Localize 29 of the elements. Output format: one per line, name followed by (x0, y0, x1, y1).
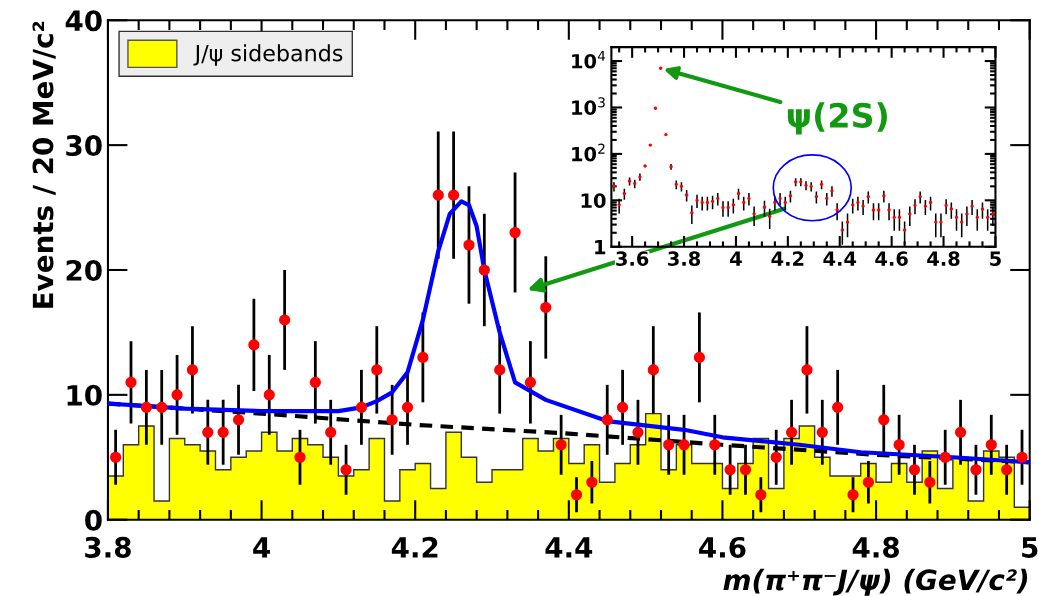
x-tick-label: 3.8 (668, 251, 701, 266)
x-tick-label: 4.2 (771, 251, 804, 266)
x-tick-label: 5 (1022, 537, 1038, 558)
y-tick-label: 10$^{3}$ (572, 97, 605, 115)
y-tick-label: 10$^{2}$ (572, 143, 605, 162)
x-tick-label: 3.6 (616, 251, 649, 266)
y-tick-label: 30 (66, 135, 102, 157)
x-tick-label: 4.8 (852, 536, 899, 558)
x-tick-label: 4.4 (823, 251, 857, 266)
y-tick-label: 10 (67, 384, 102, 406)
x-tick-label: 4.4 (545, 537, 593, 558)
x-tick-label: 4 (730, 251, 742, 266)
y-tick-label: 1 (595, 239, 606, 255)
y-tick-label: 0 (85, 509, 102, 531)
annotation: ψ(2S) (787, 102, 887, 135)
x-tick-label: 4.2 (391, 536, 438, 558)
y-tick-label: 10$^{4}$ (572, 50, 606, 69)
y-tick-label: 40 (65, 10, 102, 32)
y-tick-label: 10 (581, 193, 606, 208)
x-tick-label: 4.6 (699, 536, 746, 558)
x-tick-label: 5 (990, 251, 1001, 266)
x-tick-label: 4 (253, 537, 270, 558)
legend-label: J/ψ sidebands (193, 44, 343, 66)
x-axis-title: m(π⁺π⁻J/ψ) (GeV/c²) (723, 568, 1028, 596)
y-axis-title: Events / 20 MeV/c² (32, 21, 56, 308)
x-tick-label: 4.6 (875, 251, 908, 266)
x-tick-label: 3.8 (85, 536, 131, 558)
y-tick-label: 20 (66, 259, 102, 281)
x-tick-label: 4.8 (927, 251, 960, 266)
